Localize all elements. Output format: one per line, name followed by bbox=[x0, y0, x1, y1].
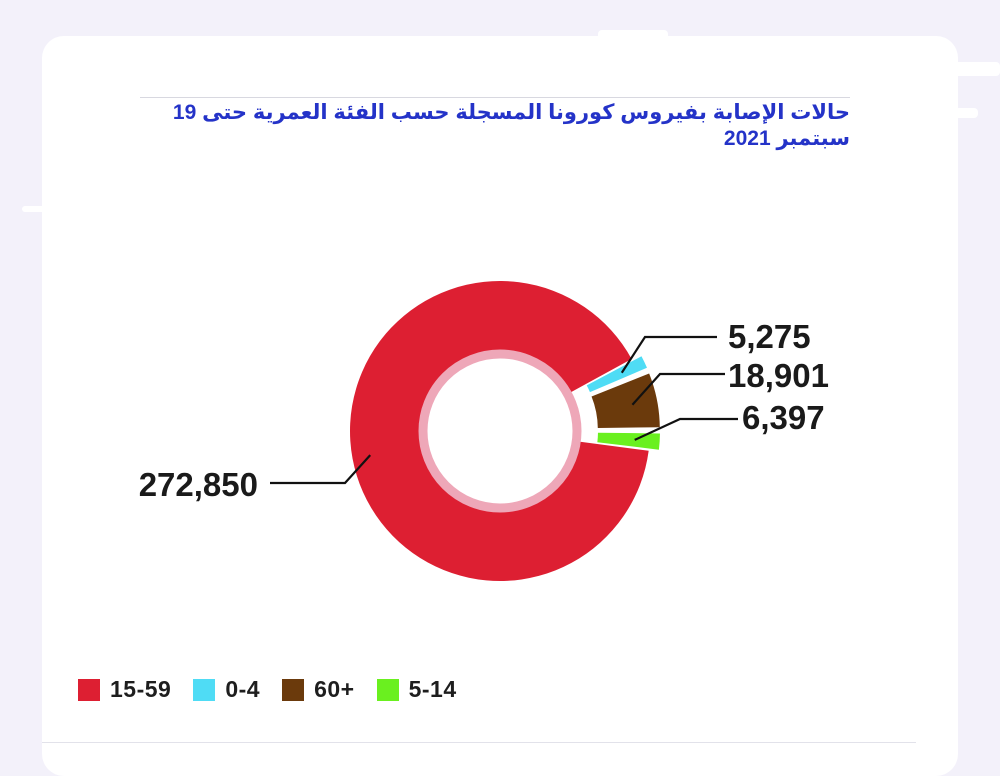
leader-line-5-14 bbox=[634, 417, 738, 441]
legend-item-15-59: 15-59 bbox=[78, 676, 171, 703]
donut-slice-60-plus bbox=[591, 373, 660, 428]
donut-hole bbox=[428, 359, 572, 503]
chart-title: حالات الإصابة بفيروس كورونا المسجلة حسب … bbox=[172, 101, 850, 150]
legend-swatch-5-14 bbox=[376, 678, 399, 701]
legend-label-15-59: 15-59 bbox=[110, 676, 172, 702]
legend-item-0-4: 0-4 bbox=[193, 676, 260, 703]
data-label-0-4: 5,275 bbox=[728, 318, 811, 355]
data-label-60-plus: 18,901 bbox=[728, 357, 829, 394]
data-label-15-59: 272,850 bbox=[139, 466, 258, 503]
leader-line-0-4 bbox=[620, 335, 717, 374]
legend-swatch-0-4 bbox=[193, 678, 216, 701]
legend-swatch-60-plus bbox=[282, 678, 305, 701]
background-streak bbox=[598, 30, 668, 40]
legend-label-0-4: 0-4 bbox=[225, 676, 261, 702]
data-label-5-14: 6,397 bbox=[742, 399, 825, 436]
title-divider bbox=[140, 97, 850, 98]
leader-line-60-plus bbox=[631, 372, 725, 406]
legend-swatch-15-59 bbox=[78, 678, 100, 701]
legend-item-5-14: 5-14 bbox=[376, 676, 457, 703]
donut-slice-5-14 bbox=[597, 432, 660, 450]
legend-item-60-plus: 60+ bbox=[282, 676, 355, 703]
legend-label-60-plus: 60+ bbox=[314, 676, 355, 702]
leader-line-15-59 bbox=[270, 454, 372, 485]
legend-label-5-14: 5-14 bbox=[408, 676, 457, 702]
bottom-divider bbox=[42, 742, 916, 743]
donut-slice-15-59 bbox=[350, 280, 649, 581]
chart-legend: 15-59 0-4 60+ 5-14 bbox=[78, 676, 479, 703]
donut-inner-ring bbox=[418, 349, 582, 513]
donut-slice-0-4 bbox=[586, 356, 647, 393]
background-streak bbox=[948, 108, 978, 118]
